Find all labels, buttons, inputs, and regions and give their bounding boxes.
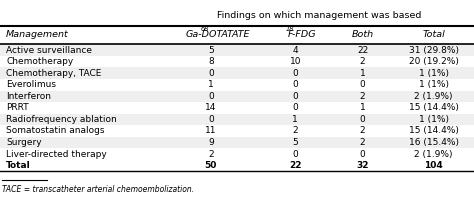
Text: 22: 22 [357, 46, 368, 55]
Text: 2: 2 [360, 57, 365, 66]
Text: 0: 0 [208, 92, 214, 101]
Text: 31 (29.8%): 31 (29.8%) [409, 46, 459, 55]
Bar [0, 56, 474, 67]
Bar [0, 91, 474, 102]
Text: 0: 0 [208, 69, 214, 78]
Bar [0, 148, 474, 160]
Text: 1: 1 [292, 115, 298, 124]
Text: 2: 2 [360, 138, 365, 147]
Text: 2 (1.9%): 2 (1.9%) [414, 150, 453, 159]
Text: 0: 0 [292, 92, 298, 101]
Text: 5: 5 [208, 46, 214, 55]
Text: Somatostatin analogs: Somatostatin analogs [6, 126, 105, 136]
Text: 15 (14.4%): 15 (14.4%) [409, 126, 459, 136]
Text: 1: 1 [208, 80, 214, 89]
Bar [0, 160, 474, 171]
Bar [0, 114, 474, 125]
Text: Liver-directed therapy: Liver-directed therapy [6, 150, 107, 159]
Text: Total: Total [6, 161, 31, 170]
Text: 0: 0 [360, 150, 365, 159]
Text: 8: 8 [208, 57, 214, 66]
Text: 2: 2 [360, 92, 365, 101]
Text: Findings on which management was based: Findings on which management was based [217, 11, 421, 20]
Text: 32: 32 [356, 161, 369, 170]
Text: 2: 2 [208, 150, 214, 159]
Text: 9: 9 [208, 138, 214, 147]
Text: Radiofrequency ablation: Radiofrequency ablation [6, 115, 117, 124]
Text: Total: Total [422, 31, 445, 39]
Text: Ga-DOTATATE: Ga-DOTATATE [186, 31, 250, 39]
Text: 22: 22 [289, 161, 301, 170]
Text: Chemotherapy, TACE: Chemotherapy, TACE [6, 69, 101, 78]
Text: 2: 2 [292, 126, 298, 136]
Text: 15 (14.4%): 15 (14.4%) [409, 103, 459, 112]
Text: 1 (1%): 1 (1%) [419, 115, 449, 124]
Text: 14: 14 [205, 103, 217, 112]
Text: 5: 5 [292, 138, 298, 147]
Text: 0: 0 [292, 103, 298, 112]
Bar [0, 67, 474, 79]
Text: 2 (1.9%): 2 (1.9%) [414, 92, 453, 101]
Text: 1: 1 [360, 69, 365, 78]
Bar [0, 102, 474, 114]
Text: 0: 0 [360, 80, 365, 89]
Text: 2: 2 [360, 126, 365, 136]
Text: 1 (1%): 1 (1%) [419, 69, 449, 78]
Text: PRRT: PRRT [6, 103, 29, 112]
Text: Management: Management [6, 31, 69, 39]
Text: 0: 0 [292, 80, 298, 89]
Text: 104: 104 [424, 161, 443, 170]
Text: Surgery: Surgery [6, 138, 42, 147]
Text: 68: 68 [201, 26, 210, 33]
Bar [0, 137, 474, 148]
Text: Both: Both [352, 31, 374, 39]
Text: F-FDG: F-FDG [288, 31, 317, 39]
Text: 50: 50 [205, 161, 217, 170]
Text: Chemotherapy: Chemotherapy [6, 57, 73, 66]
Text: 11: 11 [205, 126, 217, 136]
Text: 0: 0 [360, 115, 365, 124]
Text: 16 (15.4%): 16 (15.4%) [409, 138, 459, 147]
Text: 0: 0 [292, 69, 298, 78]
Text: Interferon: Interferon [6, 92, 51, 101]
Text: Active surveillance: Active surveillance [6, 46, 92, 55]
Text: 10: 10 [290, 57, 301, 66]
Text: 1 (1%): 1 (1%) [419, 80, 449, 89]
Bar [0, 125, 474, 137]
Bar [0, 44, 474, 56]
Text: 18: 18 [285, 26, 294, 33]
Text: 0: 0 [292, 150, 298, 159]
Text: 4: 4 [292, 46, 298, 55]
Text: 20 (19.2%): 20 (19.2%) [409, 57, 459, 66]
Text: 1: 1 [360, 103, 365, 112]
Text: 0: 0 [208, 115, 214, 124]
Text: TACE = transcatheter arterial chemoembolization.: TACE = transcatheter arterial chemoembol… [2, 185, 194, 194]
Text: Everolimus: Everolimus [6, 80, 56, 89]
Bar [0, 79, 474, 91]
